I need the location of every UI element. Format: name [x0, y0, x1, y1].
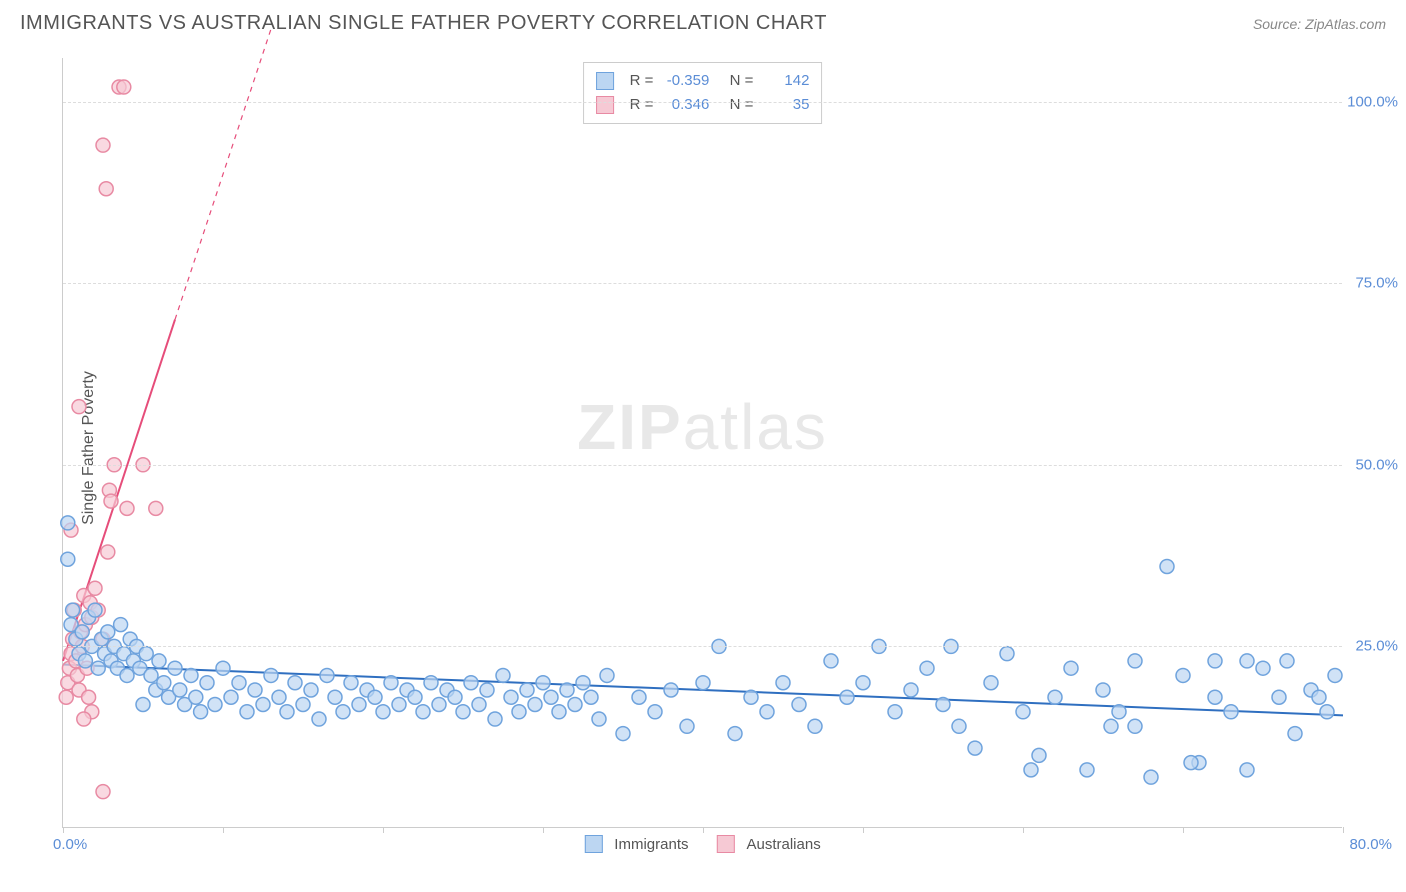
- source-attribution: Source: ZipAtlas.com: [1253, 16, 1386, 32]
- y-tick-label: 50.0%: [1355, 456, 1398, 473]
- x-tick: [383, 827, 384, 833]
- x-tick: [703, 827, 704, 833]
- y-tick-label: 75.0%: [1355, 275, 1398, 292]
- chart-container: Single Father Poverty ZIPatlas R = -0.35…: [20, 48, 1386, 848]
- x-tick: [543, 827, 544, 833]
- x-axis-min-label: 0.0%: [53, 836, 87, 853]
- x-tick: [863, 827, 864, 833]
- gridline: [63, 283, 1342, 284]
- chart-title: IMMIGRANTS VS AUSTRALIAN SINGLE FATHER P…: [20, 12, 827, 35]
- y-tick-label: 100.0%: [1347, 93, 1398, 110]
- x-tick: [223, 827, 224, 833]
- swatch-immigrants-icon: [584, 835, 602, 853]
- x-tick: [1023, 827, 1024, 833]
- scatter-svg: [63, 58, 1343, 828]
- swatch-australians-icon: [716, 835, 734, 853]
- x-tick: [1343, 827, 1344, 833]
- x-axis-max-label: 80.0%: [1349, 836, 1392, 853]
- legend-label-australians: Australians: [746, 836, 820, 853]
- legend-item-immigrants: Immigrants: [584, 835, 688, 853]
- x-tick: [1183, 827, 1184, 833]
- plot-area: ZIPatlas R = -0.359 N = 142 R = 0.346 N …: [62, 58, 1342, 828]
- x-tick: [63, 827, 64, 833]
- series-legend: Immigrants Australians: [584, 835, 820, 853]
- gridline: [63, 102, 1342, 103]
- y-tick-label: 25.0%: [1355, 638, 1398, 655]
- legend-item-australians: Australians: [716, 835, 820, 853]
- gridline: [63, 646, 1342, 647]
- legend-label-immigrants: Immigrants: [614, 836, 688, 853]
- gridline: [63, 465, 1342, 466]
